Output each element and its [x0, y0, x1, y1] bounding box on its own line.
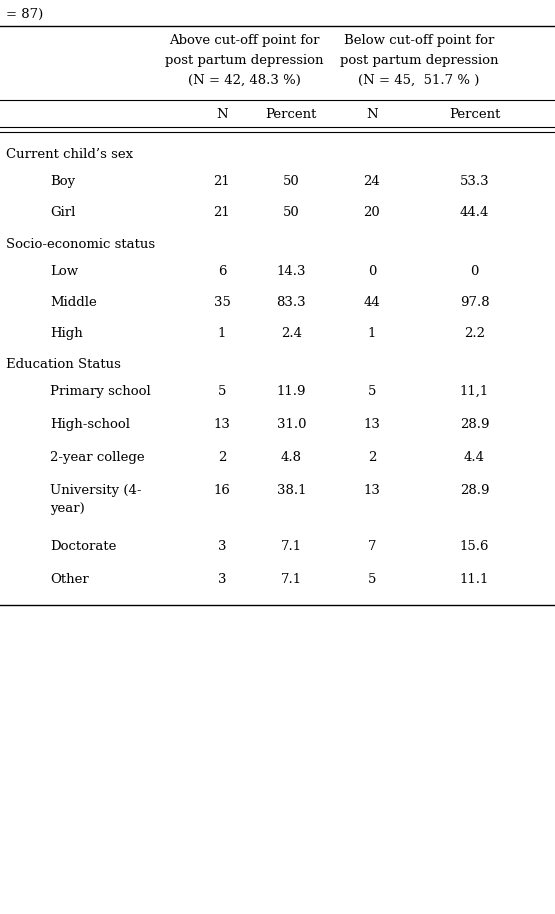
Text: 20: 20 [364, 206, 380, 219]
Text: Girl: Girl [50, 206, 75, 219]
Text: 4.4: 4.4 [464, 451, 485, 464]
Text: 1: 1 [218, 327, 226, 340]
Text: Low: Low [50, 265, 78, 278]
Text: 13: 13 [364, 484, 380, 497]
Text: (N = 42, 48.3 %): (N = 42, 48.3 %) [188, 74, 301, 87]
Text: 16: 16 [214, 484, 230, 497]
Text: University (4-: University (4- [50, 484, 142, 497]
Text: 28.9: 28.9 [460, 418, 490, 431]
Text: 11.1: 11.1 [460, 573, 489, 586]
Text: 38.1: 38.1 [276, 484, 306, 497]
Text: Education Status: Education Status [6, 358, 120, 371]
Text: 5: 5 [218, 385, 226, 398]
Text: 44: 44 [364, 296, 380, 309]
Text: 11.9: 11.9 [276, 385, 306, 398]
Text: post partum depression: post partum depression [340, 54, 498, 67]
Text: Above cut-off point for: Above cut-off point for [169, 34, 320, 47]
Text: 2.2: 2.2 [464, 327, 485, 340]
Text: N: N [366, 108, 377, 121]
Text: 11,1: 11,1 [460, 385, 489, 398]
Text: 21: 21 [214, 175, 230, 188]
Text: Primary school: Primary school [50, 385, 151, 398]
Text: 2: 2 [218, 451, 226, 464]
Text: 7.1: 7.1 [281, 573, 302, 586]
Text: Boy: Boy [50, 175, 75, 188]
Text: 7.1: 7.1 [281, 540, 302, 553]
Text: 31.0: 31.0 [276, 418, 306, 431]
Text: 2.4: 2.4 [281, 327, 302, 340]
Text: Percent: Percent [266, 108, 317, 121]
Text: 24: 24 [364, 175, 380, 188]
Text: 21: 21 [214, 206, 230, 219]
Text: = 87): = 87) [6, 8, 43, 21]
Text: 97.8: 97.8 [460, 296, 490, 309]
Text: Below cut-off point for: Below cut-off point for [344, 34, 494, 47]
Text: 2: 2 [367, 451, 376, 464]
Text: post partum depression: post partum depression [165, 54, 324, 67]
Text: 13: 13 [214, 418, 230, 431]
Text: Percent: Percent [449, 108, 500, 121]
Text: 2-year college: 2-year college [50, 451, 144, 464]
Text: 1: 1 [367, 327, 376, 340]
Text: (N = 45,  51.7 % ): (N = 45, 51.7 % ) [359, 74, 480, 87]
Text: 6: 6 [218, 265, 226, 278]
Text: 15.6: 15.6 [460, 540, 490, 553]
Text: 4.8: 4.8 [281, 451, 302, 464]
Text: 28.9: 28.9 [460, 484, 490, 497]
Text: 5: 5 [367, 385, 376, 398]
Text: Doctorate: Doctorate [50, 540, 117, 553]
Text: 0: 0 [367, 265, 376, 278]
Text: 7: 7 [367, 540, 376, 553]
Text: 0: 0 [470, 265, 479, 278]
Text: 13: 13 [364, 418, 380, 431]
Text: 83.3: 83.3 [276, 296, 306, 309]
Text: 53.3: 53.3 [460, 175, 490, 188]
Text: High-school: High-school [50, 418, 130, 431]
Text: 3: 3 [218, 573, 226, 586]
Text: 50: 50 [283, 206, 300, 219]
Text: 44.4: 44.4 [460, 206, 489, 219]
Text: 35: 35 [214, 296, 230, 309]
Text: High: High [50, 327, 83, 340]
Text: Current child’s sex: Current child’s sex [6, 148, 133, 161]
Text: Other: Other [50, 573, 89, 586]
Text: 50: 50 [283, 175, 300, 188]
Text: 14.3: 14.3 [276, 265, 306, 278]
Text: Middle: Middle [50, 296, 97, 309]
Text: 5: 5 [367, 573, 376, 586]
Text: year): year) [50, 502, 85, 515]
Text: 3: 3 [218, 540, 226, 553]
Text: Socio-economic status: Socio-economic status [6, 238, 155, 251]
Text: N: N [216, 108, 228, 121]
